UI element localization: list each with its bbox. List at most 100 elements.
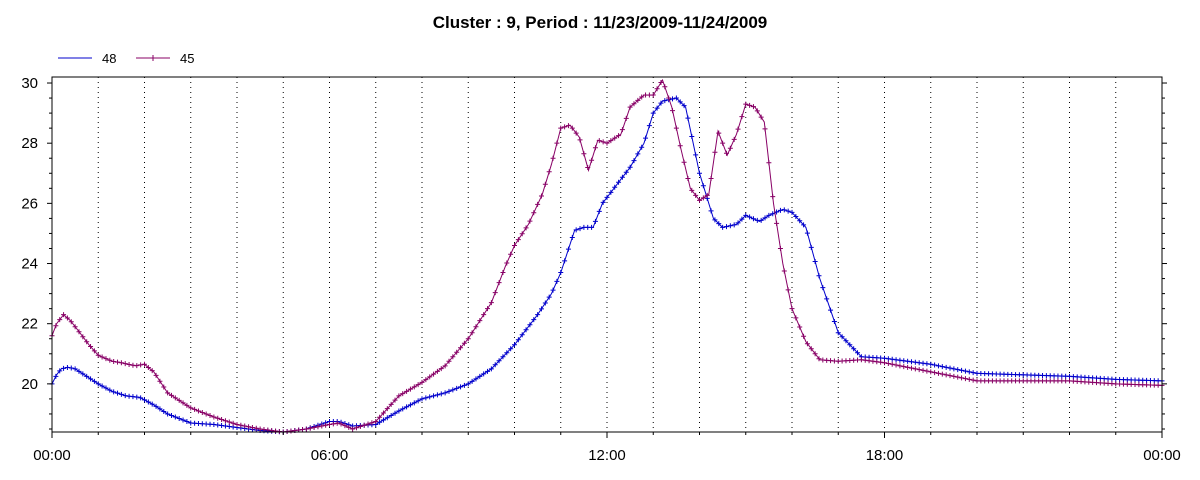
data-point <box>589 224 595 230</box>
data-point <box>804 341 810 347</box>
data-point <box>700 195 706 201</box>
data-point <box>820 285 826 291</box>
data-point <box>970 370 976 376</box>
data-point <box>88 376 94 382</box>
data-point <box>893 357 899 363</box>
data-point <box>330 421 336 427</box>
data-point <box>149 368 155 374</box>
data-point <box>654 86 660 92</box>
data-point <box>431 393 437 399</box>
data-point <box>743 212 749 218</box>
data-point <box>673 125 679 131</box>
series-line <box>51 97 1163 433</box>
data-point <box>527 322 533 328</box>
data-point <box>473 376 479 382</box>
data-point <box>839 334 845 340</box>
data-point <box>901 358 907 364</box>
data-point <box>604 194 610 200</box>
data-point <box>242 423 248 429</box>
data-point <box>812 259 818 265</box>
data-point <box>716 130 722 136</box>
data-point <box>234 421 240 427</box>
data-point <box>889 356 895 362</box>
y-tick-label: 20 <box>21 376 38 393</box>
data-point <box>616 133 622 139</box>
data-point <box>157 378 163 384</box>
data-point <box>908 365 914 371</box>
data-point <box>720 224 726 230</box>
data-point <box>469 330 475 336</box>
data-point <box>64 364 70 370</box>
data-point <box>785 208 791 214</box>
y-tick-label: 26 <box>21 195 38 212</box>
data-point <box>380 410 386 416</box>
data-point <box>68 365 74 371</box>
series-line <box>51 78 1163 433</box>
data-point <box>142 361 147 367</box>
data-point <box>781 268 787 274</box>
data-point <box>134 363 140 369</box>
legend: 48 45 <box>58 51 194 66</box>
data-point <box>504 260 510 266</box>
data-point <box>207 412 213 418</box>
data-point <box>762 126 768 132</box>
data-point <box>816 356 822 362</box>
data-point <box>288 428 294 434</box>
data-point <box>161 384 167 390</box>
data-point <box>496 358 502 364</box>
data-point <box>766 160 772 166</box>
data-point <box>180 417 186 423</box>
data-point <box>959 375 965 381</box>
data-point <box>161 408 167 414</box>
data-point <box>901 364 907 370</box>
data-point <box>523 225 529 231</box>
data-point <box>932 370 938 376</box>
data-point <box>485 368 491 374</box>
data-point <box>750 216 756 222</box>
data-point <box>581 151 587 157</box>
data-point <box>835 330 841 336</box>
data-point <box>380 417 386 423</box>
data-point <box>373 418 379 424</box>
data-point <box>670 96 676 102</box>
data-point <box>916 360 922 366</box>
data-point <box>172 395 178 401</box>
data-point <box>897 363 903 369</box>
data-point <box>357 423 363 429</box>
data-point <box>542 181 548 187</box>
data-point <box>631 101 637 107</box>
data-point <box>723 150 729 156</box>
data-point <box>450 354 456 360</box>
data-point <box>434 392 440 398</box>
data-point <box>565 246 571 252</box>
x-tick-label: 06:00 <box>311 447 349 464</box>
data-point <box>531 317 537 323</box>
data-point <box>612 184 618 190</box>
data-point <box>222 423 228 429</box>
data-point <box>885 356 891 362</box>
data-point <box>627 164 633 170</box>
data-point <box>558 125 564 131</box>
data-point <box>935 370 941 376</box>
data-point <box>920 367 926 373</box>
data-point <box>361 422 367 428</box>
data-point <box>411 384 417 390</box>
data-point <box>508 346 514 352</box>
chart-title: Cluster : 9, Period : 11/23/2009-11/24/2… <box>432 13 768 32</box>
data-point <box>215 422 221 428</box>
data-point <box>720 140 726 146</box>
data-point <box>600 139 606 145</box>
data-point <box>404 388 410 394</box>
data-point <box>924 361 930 367</box>
data-point <box>523 327 529 333</box>
data-point <box>365 421 371 427</box>
data-point <box>219 422 225 428</box>
data-point <box>731 222 737 228</box>
data-point <box>747 214 753 220</box>
data-point <box>407 402 413 408</box>
data-point <box>423 377 429 383</box>
data-point <box>407 386 413 392</box>
data-point <box>107 357 113 363</box>
data-point <box>434 368 440 374</box>
data-point <box>431 371 437 377</box>
